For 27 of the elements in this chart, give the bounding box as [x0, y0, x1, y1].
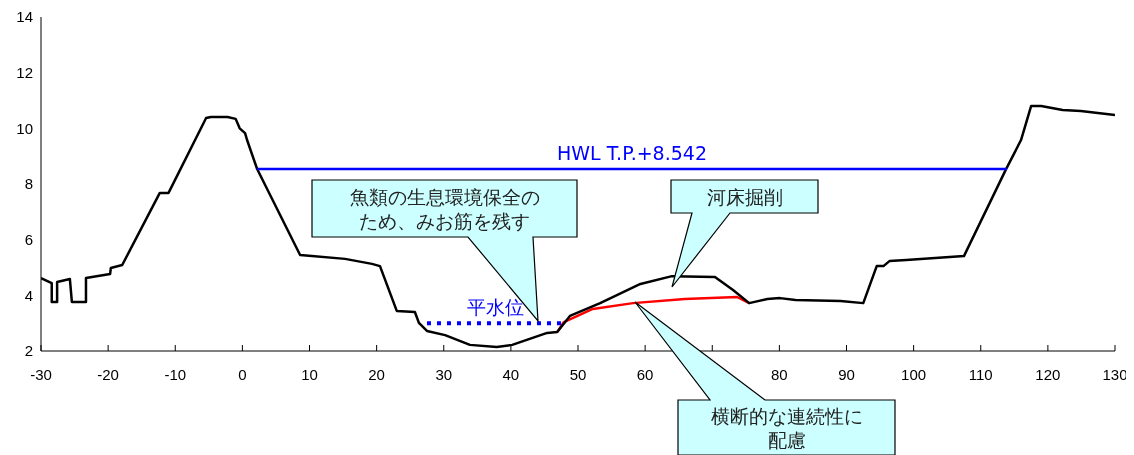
x-tick-label: 110 — [968, 365, 993, 383]
series-label: HWL T.P.+8.542 — [557, 141, 708, 164]
x-tick-label: 40 — [502, 365, 520, 383]
x-tick-label: 20 — [368, 365, 385, 383]
x-tick-label: 0 — [238, 365, 247, 383]
x-tick-label: -20 — [97, 365, 119, 383]
annotation: 河床掘削 — [706, 185, 783, 208]
callout: 河床掘削 — [670, 179, 819, 288]
y-tick-label: 2 — [24, 342, 33, 360]
x-tick-label: 50 — [569, 365, 587, 383]
x-tick-label: 10 — [301, 365, 318, 383]
x-tick-label: 30 — [435, 365, 453, 383]
x-tick-label: 120 — [1035, 365, 1061, 383]
x-tick-label: 60 — [636, 365, 654, 383]
x-tick-label: 80 — [771, 365, 788, 383]
y-tick-label: 4 — [24, 286, 33, 304]
y-tick-label: 6 — [24, 230, 33, 248]
x-tick-label: -30 — [30, 365, 52, 383]
annotation: 魚類の生息環境保全のため、みお筋を残す — [349, 185, 540, 232]
x-tick-label: 100 — [901, 365, 927, 383]
y-tick-label: 10 — [16, 119, 33, 137]
x-tick-label: -10 — [164, 365, 187, 383]
series-label: 平水位 — [467, 296, 525, 319]
x-tick-label: 90 — [838, 365, 855, 383]
y-tick-label: 8 — [24, 175, 33, 193]
y-tick-label: 12 — [16, 63, 33, 81]
y-tick-label: 14 — [16, 8, 33, 26]
